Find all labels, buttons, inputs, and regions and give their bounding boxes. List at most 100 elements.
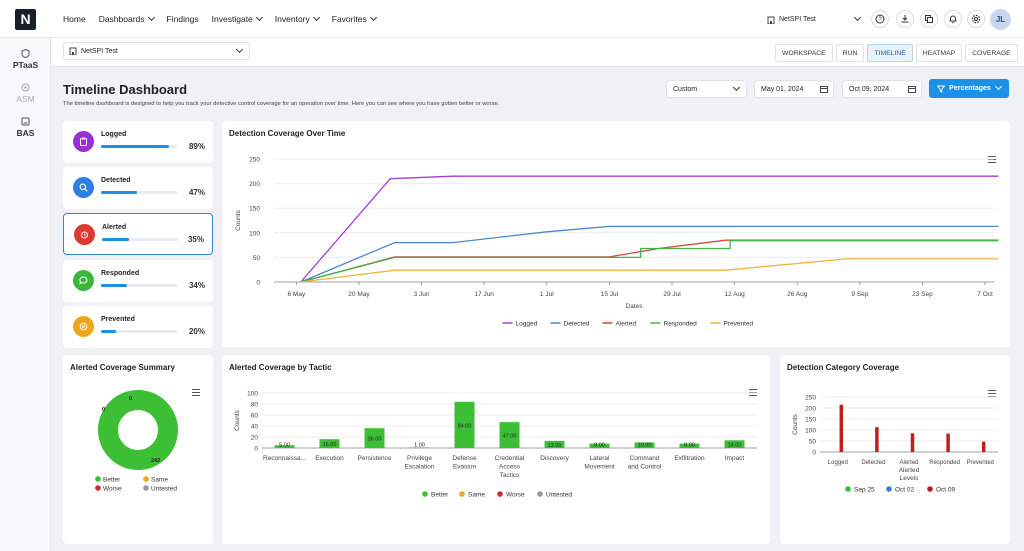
y-axis-label: Counts — [792, 413, 799, 434]
y-tick-label: 0 — [256, 280, 260, 287]
tab-run[interactable]: RUN — [835, 44, 865, 62]
search-icon — [73, 177, 94, 198]
bar-value-label: 8.00 — [594, 443, 605, 449]
range-select[interactable]: Custom — [666, 80, 747, 98]
y-tick-label: 80 — [251, 402, 259, 409]
legend-label: Better — [431, 492, 449, 499]
bar — [319, 439, 340, 448]
app-logo[interactable]: N — [15, 9, 36, 30]
nav-investigate[interactable]: Investigate — [212, 13, 263, 24]
bar-value-label: 16.00 — [323, 442, 337, 448]
bar — [981, 441, 986, 452]
pie-slice-better — [98, 390, 178, 470]
legend-label: Worse — [103, 486, 122, 493]
metric-percent: 34% — [188, 281, 205, 290]
tab-heatmap[interactable]: HEATMAP — [915, 44, 963, 62]
legend-label: Oct 02 — [895, 487, 915, 494]
main-nav: Home Dashboards Findings Investigate Inv… — [63, 13, 389, 24]
metric-card-alerted[interactable]: Alerted 35% — [63, 213, 213, 255]
metric-card-logged[interactable]: Logged 89% — [63, 121, 213, 163]
legend-marker — [143, 476, 149, 482]
nav-dashboards[interactable]: Dashboards — [98, 13, 155, 24]
line-chart: 0 50 100 150 200 250 6 May 20 May 3 Jun 17 Jun 1 J… — [235, 157, 999, 328]
nav-findings[interactable]: Findings — [166, 14, 199, 24]
start-date-input[interactable]: May 01, 2024 — [754, 80, 834, 98]
series-line-logged — [300, 175, 999, 283]
sidebar-item-label: BAS — [16, 128, 35, 138]
percentages-button-label: Percentages — [949, 85, 991, 92]
nav-favorites-label: Favorites — [331, 14, 367, 24]
sidebar-item-bas[interactable]: BAS — [0, 117, 51, 138]
bar-value-label: 8.00 — [684, 443, 695, 449]
metric-label: Logged — [101, 131, 127, 138]
chart-menu-icon[interactable] — [988, 390, 996, 398]
sidebar-item-ptaas[interactable]: PTaaS — [0, 48, 51, 70]
bar — [589, 443, 610, 448]
x-tick-label: Reconnaissa... — [263, 455, 306, 462]
gear-icon[interactable] — [967, 10, 985, 28]
legend-marker — [459, 491, 465, 497]
workspace-select-value: NetSPI Test — [779, 16, 816, 23]
start-date-value: May 01, 2024 — [761, 85, 804, 93]
y-tick-label: 0 — [254, 446, 258, 453]
x-tick-label: Credential — [495, 455, 525, 462]
nav-home[interactable]: Home — [63, 14, 86, 24]
legend-label: Alerted — [616, 321, 637, 328]
nav-dashboards-label: Dashboards — [98, 14, 145, 24]
x-tick-label: 15 Jul — [601, 291, 619, 298]
percentages-button[interactable]: Percentages — [929, 79, 1009, 98]
y-axis-label: Counts — [235, 209, 242, 230]
user-avatar[interactable]: JL — [990, 9, 1011, 30]
x-tick-label: Privilege — [407, 455, 432, 462]
x-tick-label: 9 Sep — [851, 291, 868, 298]
tab-timeline[interactable]: TIMELINE — [867, 44, 913, 62]
operation-select[interactable]: NetSPI Test — [63, 42, 250, 60]
filter-icon — [937, 85, 946, 93]
top-navbar: N Home Dashboards Findings Investigate I… — [0, 0, 1024, 38]
nav-inventory[interactable]: Inventory — [275, 13, 320, 24]
tab-coverage[interactable]: COVERAGE — [965, 44, 1018, 62]
sidebar: PTaaS ASM BAS — [0, 38, 51, 551]
x-tick-label: Logged — [828, 460, 848, 466]
metric-bar-fill — [101, 284, 127, 287]
x-tick-label: 29 Jul — [663, 291, 681, 298]
bar-value-label: 14.00 — [728, 443, 742, 449]
help-icon[interactable]: ? — [871, 10, 889, 28]
legend-label: Worse — [506, 492, 525, 499]
chart-menu-icon[interactable] — [192, 389, 200, 397]
category-bar-chart: 0 50 100 150 200 250 Counts Logged Detected Alert… — [792, 395, 998, 494]
workspace-select[interactable]: NetSPI Test — [764, 10, 864, 29]
x-tick-label: 26 Aug — [787, 291, 808, 298]
metric-card-prevented[interactable]: Prevented 20% — [63, 306, 213, 348]
legend-label: Responded — [664, 321, 698, 328]
legend-marker — [143, 485, 149, 491]
x-tick-label: 3 Jun — [414, 291, 430, 298]
x-tick-label: Tactics — [500, 472, 521, 479]
metric-percent: 47% — [188, 188, 205, 197]
y-tick-label: 50 — [253, 255, 261, 262]
x-tick-label: Detected — [861, 460, 885, 466]
x-tick-label: 1 Jul — [540, 291, 554, 298]
tab-workspace[interactable]: WORKSPACE — [775, 44, 833, 62]
y-tick-label: 60 — [251, 413, 259, 420]
x-tick-label: Exfiltration — [674, 455, 705, 462]
end-date-input[interactable]: Oct 09, 2024 — [842, 80, 922, 98]
metric-label: Detected — [101, 177, 131, 184]
legend-marker — [95, 485, 101, 491]
tactic-bar-chart: 0 20 40 60 80 100 Counts 5.00 Reconnaissa... 16.0… — [234, 391, 757, 499]
metric-bar — [101, 145, 177, 148]
metric-card-detected[interactable]: Detected 47% — [63, 167, 213, 209]
alarm-icon — [74, 224, 95, 245]
download-icon[interactable] — [896, 10, 914, 28]
nav-favorites[interactable]: Favorites — [331, 13, 377, 24]
copy-icon[interactable] — [920, 10, 938, 28]
bell-icon[interactable] — [944, 10, 962, 28]
chart-menu-icon[interactable] — [749, 389, 757, 397]
metric-card-responded[interactable]: Responded 34% — [63, 260, 213, 302]
bar — [679, 443, 700, 448]
sidebar-item-asm[interactable]: ASM — [0, 83, 51, 104]
pie-data-label: 0 — [129, 396, 132, 402]
x-axis-label: Alerted — [899, 467, 920, 474]
metric-bar-fill — [102, 238, 129, 241]
legend-label: Oct 09 — [936, 487, 956, 494]
